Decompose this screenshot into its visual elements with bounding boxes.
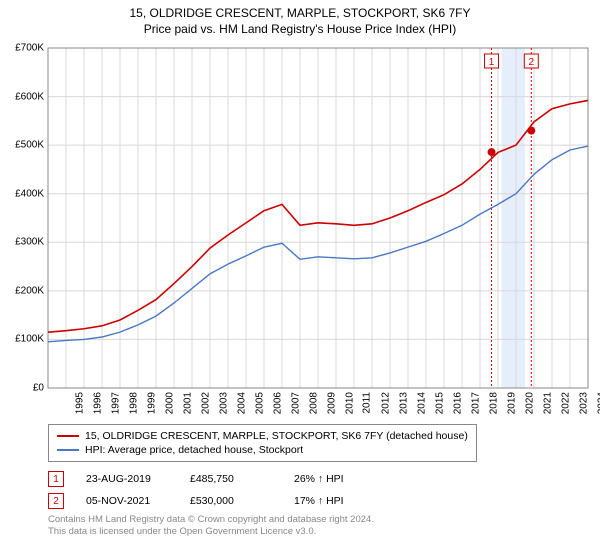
x-axis-label: 2022 — [560, 392, 571, 414]
marker-date-2: 05-NOV-2021 — [86, 495, 168, 507]
markers-table: 1 23-AUG-2019 £485,750 26% ↑ HPI 2 05-NO… — [48, 468, 376, 512]
marker-row: 2 05-NOV-2021 £530,000 17% ↑ HPI — [48, 490, 376, 512]
x-axis-label: 2006 — [272, 392, 283, 414]
marker-date-1: 23-AUG-2019 — [86, 473, 168, 485]
x-axis-label: 2017 — [470, 392, 481, 414]
marker-price-1: £485,750 — [190, 473, 272, 485]
y-axis-label: £0 — [0, 383, 44, 394]
svg-text:2: 2 — [529, 57, 535, 68]
x-axis-label: 1999 — [146, 392, 157, 414]
svg-text:1: 1 — [489, 57, 495, 68]
title-line1: 15, OLDRIDGE CRESCENT, MARPLE, STOCKPORT… — [0, 6, 600, 20]
x-axis-label: 2005 — [254, 392, 265, 414]
legend-label-0: 15, OLDRIDGE CRESCENT, MARPLE, STOCKPORT… — [85, 430, 468, 442]
x-axis-label: 2008 — [308, 392, 319, 414]
x-axis-label: 2015 — [434, 392, 445, 414]
title-line2: Price paid vs. HM Land Registry's House … — [0, 20, 600, 36]
x-axis-label: 2007 — [290, 392, 301, 414]
x-axis-label: 2001 — [182, 392, 193, 414]
x-axis-label: 2016 — [452, 392, 463, 414]
legend-swatch-1 — [57, 449, 79, 451]
legend-label-1: HPI: Average price, detached house, Stoc… — [85, 444, 303, 456]
x-axis-label: 2003 — [218, 392, 229, 414]
chart-svg: 12 — [48, 48, 588, 388]
x-axis-label: 2024 — [596, 392, 600, 414]
marker-delta-2: 17% ↑ HPI — [294, 495, 376, 507]
x-axis-label: 2020 — [524, 392, 535, 414]
y-axis-label: £700K — [0, 43, 44, 54]
marker-badge-1: 1 — [48, 471, 64, 487]
y-axis-label: £300K — [0, 237, 44, 248]
x-axis-label: 2021 — [542, 392, 553, 414]
x-axis-label: 2004 — [236, 392, 247, 414]
x-axis-label: 2010 — [344, 392, 355, 414]
y-axis-label: £100K — [0, 334, 44, 345]
marker-badge-2: 2 — [48, 493, 64, 509]
x-axis-label: 2014 — [416, 392, 427, 414]
footer-line1: Contains HM Land Registry data © Crown c… — [48, 514, 374, 526]
marker-delta-1: 26% ↑ HPI — [294, 473, 376, 485]
x-axis-label: 1997 — [110, 392, 121, 414]
x-axis-label: 2012 — [380, 392, 391, 414]
x-axis-label: 2013 — [398, 392, 409, 414]
x-axis-label: 2011 — [362, 392, 373, 414]
x-axis-label: 2018 — [488, 392, 499, 414]
footer: Contains HM Land Registry data © Crown c… — [48, 514, 374, 539]
x-axis-label: 1996 — [92, 392, 103, 414]
y-axis-label: £400K — [0, 188, 44, 199]
x-axis-label: 2009 — [326, 392, 337, 414]
x-axis-label: 2023 — [578, 392, 589, 414]
y-axis-label: £600K — [0, 91, 44, 102]
footer-line2: This data is licensed under the Open Gov… — [48, 526, 374, 538]
x-axis-label: 2000 — [164, 392, 175, 414]
marker-price-2: £530,000 — [190, 495, 272, 507]
y-axis-label: £500K — [0, 140, 44, 151]
y-axis-label: £200K — [0, 285, 44, 296]
legend-swatch-0 — [57, 435, 79, 437]
title-block: 15, OLDRIDGE CRESCENT, MARPLE, STOCKPORT… — [0, 0, 600, 36]
x-axis-label: 2019 — [506, 392, 517, 414]
x-axis-label: 2002 — [200, 392, 211, 414]
chart: 12 £0£100K£200K£300K£400K£500K£600K£700K… — [48, 48, 588, 388]
x-axis-label: 1998 — [128, 392, 139, 414]
x-axis-label: 1995 — [74, 392, 85, 414]
legend-row: 15, OLDRIDGE CRESCENT, MARPLE, STOCKPORT… — [57, 429, 468, 443]
legend: 15, OLDRIDGE CRESCENT, MARPLE, STOCKPORT… — [48, 424, 477, 462]
marker-row: 1 23-AUG-2019 £485,750 26% ↑ HPI — [48, 468, 376, 490]
legend-row: HPI: Average price, detached house, Stoc… — [57, 443, 468, 457]
